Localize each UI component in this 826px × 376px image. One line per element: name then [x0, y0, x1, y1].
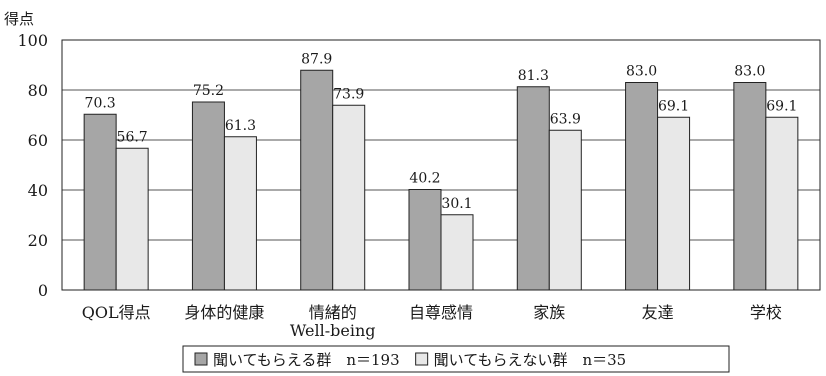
data-label: 75.2	[193, 83, 224, 99]
x-tick-label: 家族	[533, 303, 565, 322]
y-tick-label: 80	[28, 81, 48, 100]
bar	[83, 113, 117, 291]
data-label: 30.1	[441, 196, 472, 212]
x-tick-label: 学校	[750, 303, 782, 322]
bar	[191, 101, 225, 291]
data-label: 73.9	[333, 86, 364, 102]
bar	[115, 147, 149, 291]
y-tick-label: 60	[28, 131, 48, 150]
legend: 聞いてもらえる群 n＝193 聞いてもらえない群 n＝35	[182, 345, 730, 373]
bar	[440, 214, 474, 291]
data-label: 83.0	[734, 64, 765, 80]
data-label: 69.1	[658, 98, 689, 114]
bars	[83, 69, 799, 291]
legend-entry: 聞いてもらえない群 n＝35	[434, 351, 627, 369]
bar	[657, 116, 691, 291]
data-label: 63.9	[550, 111, 581, 127]
data-label: 87.9	[301, 51, 332, 67]
data-label: 61.3	[225, 118, 256, 134]
x-tick-label: Well-being	[290, 321, 376, 340]
bar	[332, 104, 366, 291]
data-label: 83.0	[626, 64, 657, 80]
legend-box	[182, 345, 730, 373]
data-label: 56.7	[117, 129, 148, 145]
legend-swatch	[415, 352, 429, 366]
legend-swatch	[194, 352, 208, 366]
y-tick-label: 20	[28, 231, 48, 250]
bar	[516, 86, 550, 291]
data-label: 81.3	[518, 68, 549, 84]
data-label: 70.3	[85, 95, 116, 111]
x-tick-label: 友達	[642, 303, 674, 322]
legend-entry: 聞いてもらえる群 n＝193	[213, 351, 400, 369]
bar	[765, 116, 799, 291]
bar	[733, 82, 767, 291]
bar	[548, 129, 582, 291]
y-tick-label: 0	[38, 281, 48, 300]
x-tick-label: 自尊感情	[409, 303, 473, 322]
plot-frame	[61, 39, 821, 291]
bar	[300, 69, 334, 291]
x-tick-label: 情緒的	[309, 303, 357, 322]
data-label: 69.1	[766, 98, 797, 114]
bar	[408, 189, 442, 291]
y-tick-label: 100	[17, 31, 48, 50]
y-axis-label: 得点	[4, 10, 34, 28]
data-label: 40.2	[409, 171, 440, 187]
y-axis-ticks: 0 20 40 60 80 100	[17, 31, 48, 300]
plot-frame-border	[61, 39, 821, 291]
x-tick-label: QOL得点	[82, 303, 151, 322]
value-labels: 70.3 56.7 75.2 61.3 87.9 73.9 40.230.1 81.3 63.9…	[85, 51, 798, 212]
bar	[625, 82, 659, 291]
y-tick-label: 40	[28, 181, 48, 200]
bar	[223, 136, 257, 291]
x-tick-label: 身体的健康	[184, 303, 264, 322]
